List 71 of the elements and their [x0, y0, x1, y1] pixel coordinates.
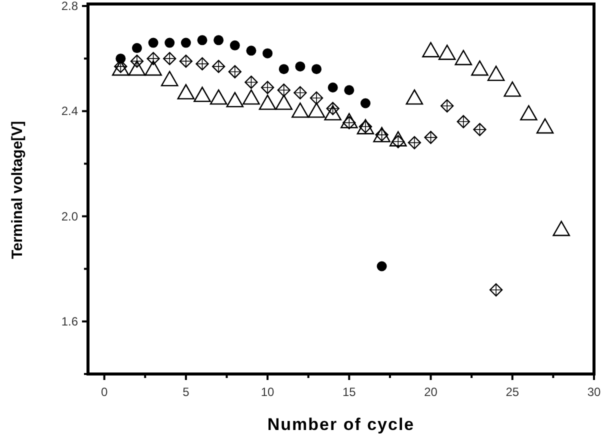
point — [244, 76, 258, 89]
point — [230, 40, 240, 50]
point — [360, 98, 370, 108]
point — [408, 136, 422, 150]
point — [197, 35, 208, 46]
point — [473, 122, 486, 136]
point — [246, 46, 256, 56]
y-tick-label: 2.0 — [61, 209, 78, 224]
point — [164, 38, 175, 48]
point — [128, 60, 146, 76]
point — [278, 64, 289, 74]
point — [258, 94, 276, 110]
point — [504, 81, 522, 97]
point — [144, 60, 162, 76]
point — [438, 44, 456, 60]
point — [376, 261, 387, 272]
point — [242, 89, 260, 105]
point — [226, 92, 244, 108]
x-tick-label: 5 — [182, 385, 190, 399]
point — [277, 84, 290, 97]
point — [328, 82, 338, 92]
x-tick-label: 15 — [342, 385, 356, 399]
point — [228, 65, 242, 78]
point — [210, 89, 228, 105]
point — [160, 70, 178, 86]
point — [487, 66, 505, 81]
y-tick-label: 2.8 — [61, 0, 78, 13]
point — [177, 84, 195, 100]
point — [310, 91, 324, 105]
point — [194, 86, 211, 102]
point — [214, 35, 224, 46]
point — [312, 64, 322, 74]
point — [536, 118, 554, 134]
point — [406, 89, 424, 105]
point — [196, 57, 209, 70]
point — [294, 86, 307, 100]
point — [552, 220, 570, 236]
point — [179, 54, 193, 68]
x-tick-label: 20 — [424, 385, 438, 399]
point — [520, 105, 538, 120]
y-tick-label: 1.6 — [61, 314, 78, 328]
point — [163, 52, 176, 66]
y-tick-label: 2.4 — [61, 104, 78, 118]
point — [212, 60, 226, 74]
y-axis-title: Terminal voltage[V] — [9, 120, 26, 260]
point — [148, 38, 158, 48]
point — [308, 102, 326, 118]
point — [146, 52, 160, 66]
point — [424, 130, 438, 144]
x-tick-label: 25 — [506, 385, 520, 399]
point — [471, 60, 488, 76]
point — [180, 38, 191, 48]
point — [260, 80, 274, 94]
point — [456, 115, 470, 128]
point — [324, 105, 342, 120]
x-tick-label: 10 — [260, 385, 275, 399]
x-tick-label: 30 — [587, 385, 601, 399]
point — [344, 85, 354, 96]
point — [262, 48, 273, 58]
point — [440, 99, 454, 112]
point — [489, 283, 503, 296]
x-tick-label: 0 — [100, 385, 108, 399]
point — [340, 113, 358, 128]
point — [454, 50, 472, 66]
point — [275, 94, 293, 110]
point — [292, 102, 309, 118]
point — [422, 42, 440, 58]
x-axis-title: Number of cycle — [267, 415, 415, 434]
point — [295, 61, 306, 72]
point — [389, 131, 407, 146]
point — [132, 43, 142, 54]
